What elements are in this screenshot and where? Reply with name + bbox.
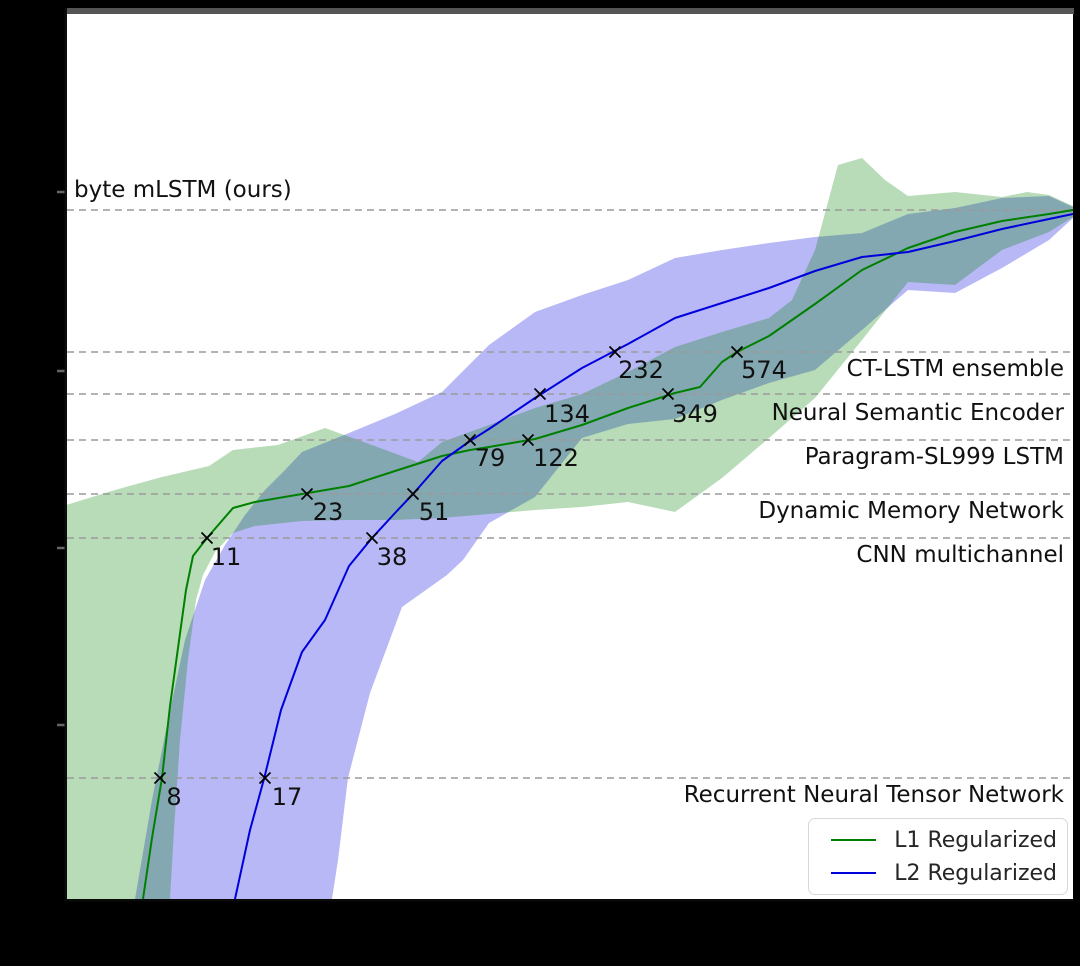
benchmark-label-dynamic-memory-network: Dynamic Memory Network xyxy=(758,498,1064,524)
annotation-232: 232 xyxy=(618,356,664,384)
annotation-51: 51 xyxy=(419,498,450,526)
crossing-marker-51 xyxy=(406,487,420,501)
annotation-38: 38 xyxy=(377,543,408,571)
l1-regularized-line xyxy=(142,209,1073,899)
l2-line-swatch xyxy=(831,872,877,874)
annotation-79: 79 xyxy=(475,444,506,472)
top-spine xyxy=(66,8,1074,14)
benchmark-label-neural-semantic-encoder: Neural Semantic Encoder xyxy=(772,400,1065,426)
legend-label-l1: L1 Regularized xyxy=(894,827,1057,853)
crossing-marker-349 xyxy=(661,387,675,401)
annotation-574: 574 xyxy=(741,356,787,384)
legend-row-l2: L2 Regularized xyxy=(819,860,1057,886)
crossing-marker-232 xyxy=(608,345,622,359)
benchmark-label-byte-mlstm-ours: byte mLSTM (ours) xyxy=(74,177,292,203)
annotation-11: 11 xyxy=(211,543,242,571)
crossing-marker-134 xyxy=(533,387,547,401)
annotation-134: 134 xyxy=(544,400,590,428)
l2-regularized-line xyxy=(234,213,1073,899)
crossing-marker-23 xyxy=(300,487,314,501)
crossing-marker-17 xyxy=(258,771,272,785)
l2-regularized-band xyxy=(135,196,1073,899)
annotation-349: 349 xyxy=(672,400,718,428)
benchmark-label-recurrent-neural-tensor-network: Recurrent Neural Tensor Network xyxy=(684,782,1065,808)
l1-regularized-band xyxy=(67,158,1073,899)
legend-label-l2: L2 Regularized xyxy=(894,860,1057,886)
crossing-marker-8 xyxy=(153,771,167,785)
bottom-spine xyxy=(64,899,1073,902)
benchmark-label-cnn-multichannel: CNN multichannel xyxy=(856,542,1064,568)
annotation-122: 122 xyxy=(533,444,579,472)
annotation-17: 17 xyxy=(272,783,303,811)
benchmark-label-ct-lstm-ensemble: CT-LSTM ensemble xyxy=(847,356,1064,382)
crossing-marker-79 xyxy=(463,433,477,447)
legend: L1 Regularized L2 Regularized xyxy=(808,818,1068,895)
crossing-marker-122 xyxy=(521,433,535,447)
plot-area xyxy=(67,14,1073,899)
l1-line-swatch xyxy=(831,839,877,841)
annotation-23: 23 xyxy=(313,498,344,526)
annotation-8: 8 xyxy=(166,783,181,811)
legend-row-l1: L1 Regularized xyxy=(819,827,1057,853)
crossing-marker-38 xyxy=(365,531,379,545)
crossing-marker-11 xyxy=(200,531,214,545)
crossing-marker-574 xyxy=(730,345,744,359)
benchmark-label-paragram-sl999-lstm: Paragram-SL999 LSTM xyxy=(805,444,1064,470)
left-spine xyxy=(64,8,67,901)
